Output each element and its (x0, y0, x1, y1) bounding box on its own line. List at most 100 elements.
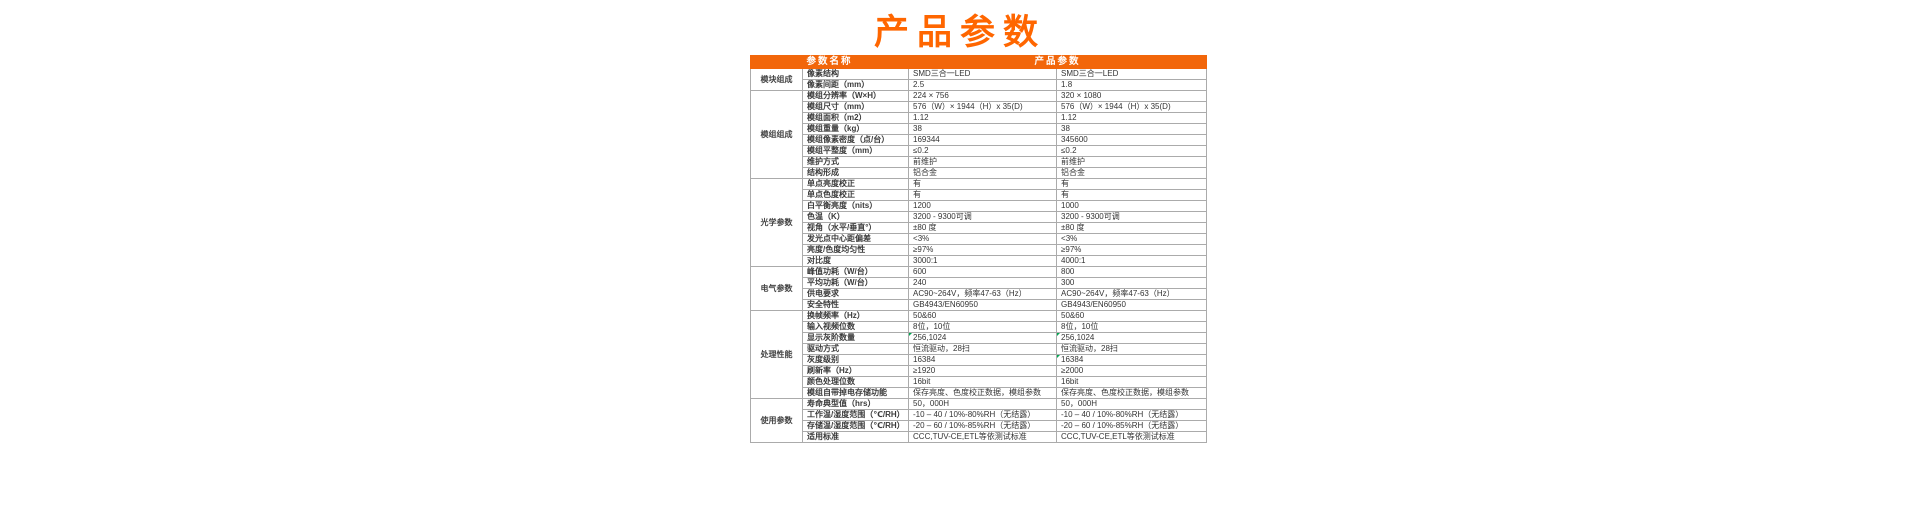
table-row: 电气参数 峰值功耗（W/台） 600 800 (750, 266, 1208, 311)
table-row: 模组组成 模组分辨率（W×H） 224 × 756 320 × 1080 (750, 90, 1208, 179)
value-cell-product2: 345600 (1056, 134, 1208, 146)
param-name-cell: 驱动方式 (801, 343, 910, 355)
table-row: 白平衡亮度（nits） 1200 1000 (751, 200, 1208, 212)
value-cell-product1: ≥1920 (908, 365, 1058, 377)
table-row: 视角（水平/垂直°） ±80 度 ±80 度 (751, 222, 1208, 234)
value-cell-product1: 240 (908, 277, 1058, 289)
table-row: 驱动方式 恒流驱动，28扫 恒流驱动，28扫 (751, 343, 1208, 355)
table-row: 模组平整度（mm） ≤0.2 ≤0.2 (751, 145, 1208, 157)
table-row: 亮度/色度均匀性 ≥97% ≥97% (751, 244, 1208, 256)
value-cell-product2: SMD三合一LED (1056, 68, 1208, 80)
param-name-cell: 换帧频率（Hz） (801, 310, 910, 322)
value-cell-product2: 有 (1056, 178, 1208, 190)
value-cell-product1: 有 (908, 189, 1058, 201)
table-row: 使用参数 寿命典型值（hrs） 50，000H 50，000H (750, 398, 1208, 443)
table-row: 显示灰阶数量 256,1024 256,1024 (751, 332, 1208, 344)
value-cell-product2: GB4943/EN60950 (1056, 299, 1208, 311)
group-label: 处理性能 (750, 310, 803, 399)
table-row: 结构形成 铝合金 铝合金 (751, 167, 1208, 179)
table-row: 单点色度校正有有 (751, 189, 1208, 201)
value-cell-product2: 4000:1 (1056, 255, 1208, 267)
param-name-cell: 模组重量（kg） (801, 123, 910, 135)
value-cell-product2: 300 (1056, 277, 1208, 289)
param-name-cell: 白平衡亮度（nits） (801, 200, 910, 212)
table-row: 维护方式 前维护 前维护 (751, 156, 1208, 168)
value-cell-product2: 前维护 (1056, 156, 1208, 168)
param-name-cell: 像素间距（mm） (801, 79, 910, 91)
value-cell-product2: 1.12 (1056, 112, 1208, 124)
table-row: 色温（K） 3200 - 9300可调 3200 - 9300可调 (751, 211, 1208, 223)
value-cell-product2: ≥97% (1056, 244, 1208, 256)
param-name-cell: 对比度 (801, 255, 910, 267)
spec-table: 参数名称 产品参数 模块组成 像素结构 SMD三合一LED SMD三合一LED 像素间距… (749, 55, 1208, 443)
param-name-cell: 输入视频位数 (801, 321, 910, 333)
param-name-cell: 色温（K） (801, 211, 910, 223)
value-cell-product1: 224 × 756 (908, 90, 1058, 102)
value-cell-product2: <3% (1056, 233, 1208, 245)
table-row: 模组像素密度（点/台） 169344 345600 (751, 134, 1208, 146)
value-cell-product1: 2.5 (908, 79, 1058, 91)
value-cell-product2: 恒流驱动，28扫 (1056, 343, 1208, 355)
param-name-cell: 颜色处理位数 (801, 376, 910, 388)
table-row: 灰度级别 16384 16384 (751, 354, 1208, 366)
value-cell-product1: 256,1024 (908, 332, 1058, 344)
value-cell-product2: -10 – 40 / 10%-80%RH（无结露） (1056, 409, 1208, 421)
value-cell-product2: AC90~264V，频率47-63（Hz） (1056, 288, 1208, 300)
group-label: 模组组成 (750, 90, 803, 179)
value-cell-product2: 有 (1056, 189, 1208, 201)
value-cell-product2: 320 × 1080 (1056, 90, 1208, 102)
value-cell-product2: 800 (1056, 266, 1208, 278)
value-cell-product1: 576（W）× 1944（H）x 35(D) (908, 101, 1058, 113)
group-label: 使用参数 (750, 398, 803, 443)
param-name-cell: 显示灰阶数量 (801, 332, 910, 344)
group-label: 光学参数 (750, 178, 803, 267)
group-label: 模块组成 (750, 68, 803, 91)
table-row: 模组面积（m2） 1.12 1.12 (751, 112, 1208, 124)
table-row: 对比度 3000:1 4000:1 (751, 255, 1208, 267)
param-name-cell: 适用标准 (801, 431, 910, 443)
value-cell-product1: CCC,TUV-CE,ETL等依测试标准 (908, 431, 1058, 443)
table-row: 模组重量（kg） 38 38 (751, 123, 1208, 135)
value-cell-product1: 3200 - 9300可调 (908, 211, 1058, 223)
param-name-cell: 单点亮度校正 (801, 178, 910, 190)
value-cell-product1: -20 – 60 / 10%-85%RH（无结露） (908, 420, 1058, 432)
param-name-cell: 维护方式 (801, 156, 910, 168)
page-title: 产品参数 (873, 13, 1046, 52)
header-product-params: 产品参数 (908, 55, 1208, 69)
value-cell-product1: 38 (908, 123, 1058, 135)
value-cell-product2: 38 (1056, 123, 1208, 135)
value-cell-product1: 1200 (908, 200, 1058, 212)
value-cell-product2: 256,1024 (1056, 332, 1208, 344)
value-cell-product1: -10 – 40 / 10%-80%RH（无结露） (908, 409, 1058, 421)
param-name-cell: 模组面积（m2） (801, 112, 910, 124)
value-cell-product2: 铝合金 (1056, 167, 1208, 179)
table-row: 发光点中心距偏差 <3% <3% (751, 233, 1208, 245)
table-row: 适用标准 CCC,TUV-CE,ETL等依测试标准 CCC,TUV-CE,ETL等依… (751, 431, 1208, 443)
table-row: 安全特性 GB4943/EN60950 GB4943/EN60950 (751, 299, 1208, 311)
param-name-cell: 安全特性 (801, 299, 910, 311)
spec-table-body: 模块组成 像素结构 SMD三合一LED SMD三合一LED 像素间距（mm） 2.5 1.8… (750, 68, 1208, 443)
param-name-cell: 结构形成 (801, 167, 910, 179)
table-row: 模组尺寸（mm） 576（W）× 1944（H）x 35(D) 576（W）× 19… (751, 101, 1208, 113)
value-cell-product2: 3200 - 9300可调 (1056, 211, 1208, 223)
table-header-row: 参数名称 产品参数 (749, 55, 1208, 69)
value-cell-product1: ≤0.2 (908, 145, 1058, 157)
param-name-cell: 模组自带掉电存储功能 (801, 387, 910, 399)
value-cell-product1: 铝合金 (908, 167, 1058, 179)
param-name-cell: 模组分辨率（W×H） (801, 90, 910, 102)
value-cell-product1: 50，000H (908, 398, 1058, 410)
value-cell-product1: 有 (908, 178, 1058, 190)
value-cell-product2: 50&60 (1056, 310, 1208, 322)
param-name-cell: 存储温/湿度范围（℃/RH） (801, 420, 910, 432)
value-cell-product1: 8位，10位 (908, 321, 1058, 333)
table-row: 工作温/湿度范围（℃/RH） -10 – 40 / 10%-80%RH（无结露） -… (751, 409, 1208, 421)
value-cell-product1: SMD三合一LED (908, 68, 1058, 80)
value-cell-product1: <3% (908, 233, 1058, 245)
value-cell-product1: AC90~264V，频率47-63（Hz） (908, 288, 1058, 300)
param-name-cell: 灰度级别 (801, 354, 910, 366)
param-name-cell: 像素结构 (801, 68, 910, 80)
table-row: 模组自带掉电存储功能 保存亮度、色度校正数据，模组参数 保存亮度、色度校正数据，模组… (751, 387, 1208, 399)
value-cell-product2: 16bit (1056, 376, 1208, 388)
param-name-cell: 单点色度校正 (801, 189, 910, 201)
